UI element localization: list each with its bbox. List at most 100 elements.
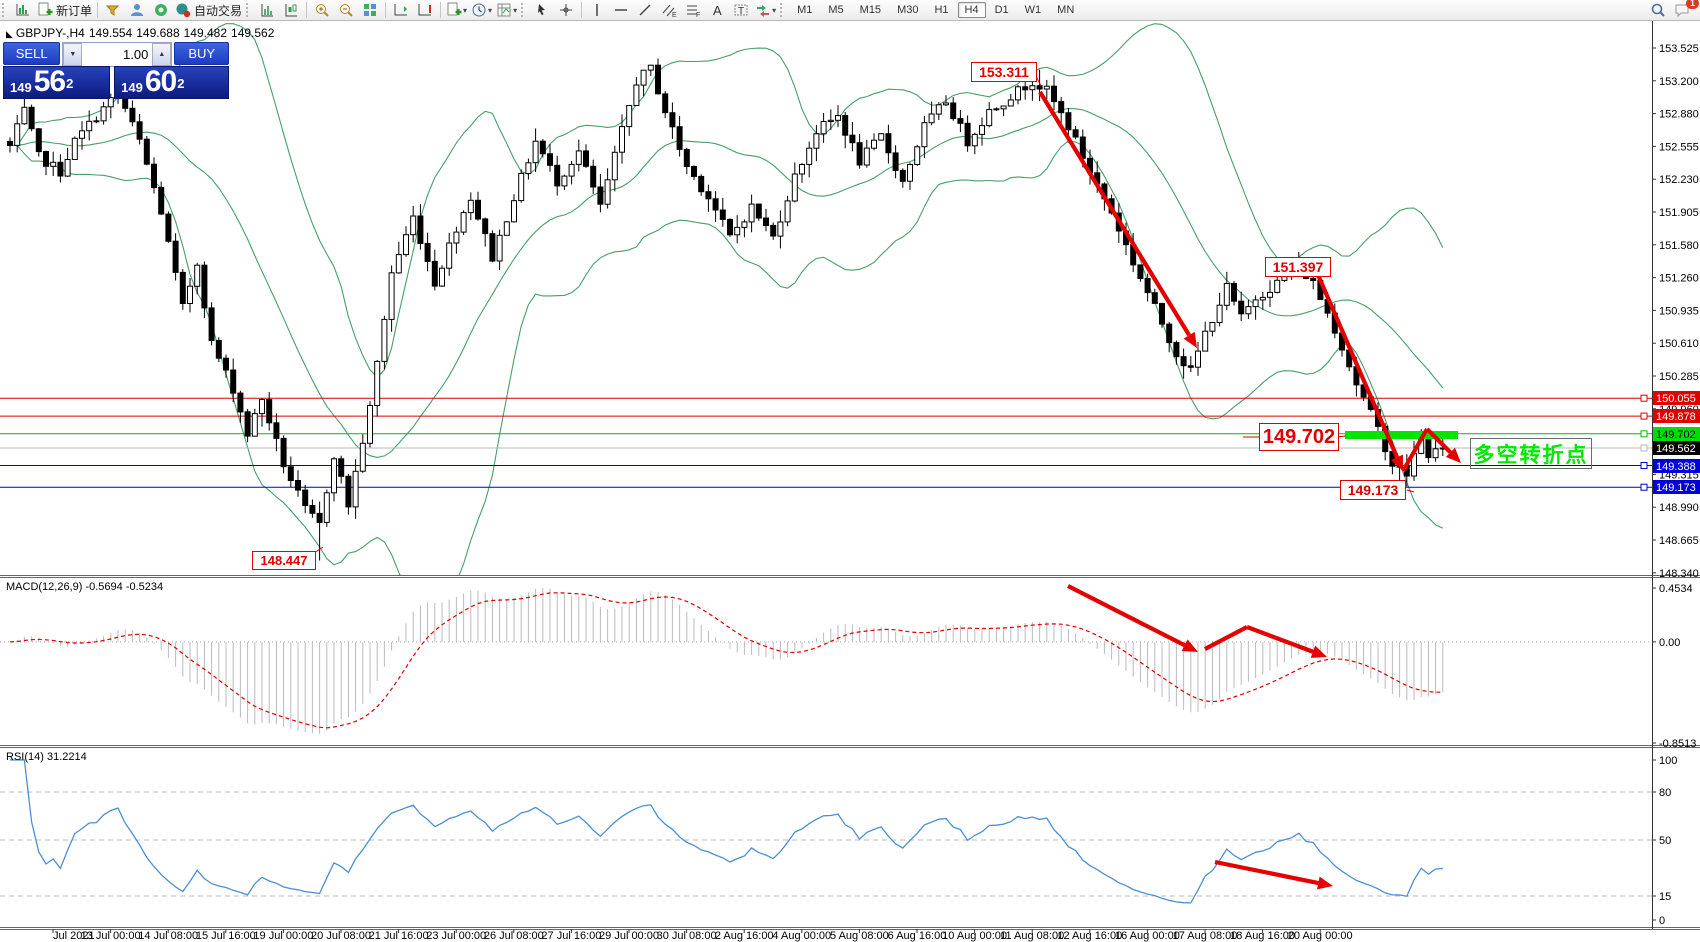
text-label-icon[interactable]: T (729, 0, 753, 20)
svg-text:10 Aug 00:00: 10 Aug 00:00 (942, 930, 1007, 942)
svg-text:148.340: 148.340 (1659, 568, 1699, 580)
macd-histogram (16, 587, 1444, 734)
svg-text:4 Aug 00:00: 4 Aug 00:00 (772, 930, 831, 942)
volume-decrease-button[interactable]: ▼ (63, 43, 83, 66)
sell-button[interactable]: SELL (3, 42, 61, 65)
zoom-in-icon[interactable] (310, 0, 334, 20)
new-order-button[interactable]: 新订单 (35, 0, 94, 20)
add-indicator-button[interactable]: ▾ (444, 0, 469, 20)
buy-price[interactable]: 149 60 2 (114, 66, 229, 99)
close-value: 149.562 (231, 26, 275, 40)
timeframe-m5-button[interactable]: M5 (828, 4, 844, 16)
shift-marker-icon: ◣ (6, 29, 13, 39)
svg-text:153.525: 153.525 (1659, 43, 1699, 55)
fibonacci-icon[interactable]: F (681, 0, 705, 20)
price-annotation[interactable]: 149.173 (1340, 480, 1406, 500)
svg-text:E: E (672, 12, 677, 18)
zoom-out-icon[interactable] (334, 0, 358, 20)
svg-text:152.880: 152.880 (1659, 109, 1699, 121)
price-tag: 149.173 (1653, 480, 1700, 494)
trend-arrows[interactable] (313, 71, 1461, 890)
auto-trading-button[interactable]: 自动交易 (173, 0, 244, 20)
price-tag: 149.562 (1653, 441, 1700, 455)
chat-button[interactable]: 1 (1670, 0, 1699, 20)
svg-text:12 Aug 16:00: 12 Aug 16:00 (1057, 930, 1122, 942)
candlestick-chart-icon[interactable] (279, 0, 303, 20)
svg-text:50: 50 (1659, 835, 1671, 847)
price-annotation[interactable]: 151.397 (1265, 257, 1331, 277)
buy-button[interactable]: BUY (174, 42, 229, 65)
timeframe-m15-button[interactable]: M15 (859, 4, 882, 16)
svg-text:A: A (713, 3, 722, 18)
bollinger-middle-band (10, 107, 1444, 458)
timeframe-m1-button[interactable]: M1 (797, 4, 813, 16)
toolbar-separator (440, 2, 442, 18)
timeframe-w1-button[interactable]: W1 (1024, 4, 1042, 16)
price-tag: 149.702 (1653, 427, 1700, 441)
vertical-line-icon[interactable] (585, 0, 609, 20)
metaeditor-icon[interactable] (101, 0, 125, 20)
macd-label: MACD(12,26,9) -0.5694 -0.5234 (6, 581, 163, 593)
svg-text:150.935: 150.935 (1659, 305, 1699, 317)
level-handle[interactable] (1640, 430, 1648, 438)
timeframe-m30-button[interactable]: M30 (897, 4, 919, 16)
trendline-icon[interactable] (633, 0, 657, 20)
cursor-icon[interactable] (530, 0, 554, 20)
svg-text:148.665: 148.665 (1659, 535, 1699, 547)
level-handle[interactable] (1640, 444, 1648, 452)
level-handle[interactable] (1640, 483, 1648, 491)
bar-chart-icon[interactable] (255, 0, 279, 20)
templates-button[interactable]: ▾ (494, 0, 519, 20)
timeframe-h1-button[interactable]: H1 (934, 4, 949, 16)
svg-text:100: 100 (1659, 755, 1677, 767)
timeframe-h4-button[interactable]: H4 (957, 2, 986, 18)
timeframe-mn-button[interactable]: MN (1057, 4, 1075, 16)
svg-text:151.905: 151.905 (1659, 207, 1699, 219)
level-handle[interactable] (1640, 412, 1648, 420)
level-handle[interactable] (1640, 462, 1648, 470)
buy-price-pips: 60 (144, 65, 177, 98)
price-annotation[interactable]: 153.311 (971, 62, 1037, 82)
chart-icon[interactable] (11, 0, 35, 20)
svg-text:150.055: 150.055 (1656, 393, 1696, 405)
volume-increase-button[interactable]: ▲ (152, 43, 172, 66)
toolbar-grip (780, 3, 787, 17)
open-value: 149.554 (88, 26, 133, 40)
svg-text:29 Jul 00:00: 29 Jul 00:00 (599, 930, 659, 942)
timeframe-d1-button[interactable]: D1 (994, 4, 1009, 16)
chevron-down-icon: ▾ (463, 5, 468, 15)
sell-price-base: 149 (10, 80, 32, 95)
volume-input[interactable] (82, 43, 153, 66)
turning-point-zone[interactable] (1345, 431, 1458, 439)
periods-button[interactable]: ▾ (469, 0, 494, 20)
svg-text:0.00: 0.00 (1659, 637, 1680, 649)
sell-price[interactable]: 149 56 2 (3, 66, 111, 99)
price-annotation[interactable]: 149.702 (1259, 423, 1339, 451)
svg-text:-0.8513: -0.8513 (1659, 738, 1696, 750)
buy-price-base: 149 (121, 80, 143, 95)
new-order-label: 新订单 (56, 3, 93, 18)
chart-shift-icon[interactable] (389, 0, 413, 20)
chart-autoscroll-icon[interactable] (413, 0, 437, 20)
signals-icon[interactable] (149, 0, 173, 20)
search-icon[interactable] (1646, 0, 1670, 20)
horizontal-line-icon[interactable] (609, 0, 633, 20)
crosshair-icon[interactable] (554, 0, 578, 20)
toolbar-separator (385, 2, 387, 18)
price-annotation[interactable]: 148.447 (252, 551, 316, 570)
text-icon[interactable]: A (705, 0, 729, 20)
svg-text:5 Aug 08:00: 5 Aug 08:00 (830, 930, 889, 942)
level-handle[interactable] (1640, 394, 1648, 402)
bollinger-upper-band (10, 23, 1444, 379)
svg-text:17 Aug 08:00: 17 Aug 08:00 (1173, 930, 1238, 942)
toolbar: 新订单 自动交易 ▾ ▾ ▾ E F A T ▾ M1 M5 M15 M30 H1 H4 D1 W1 MN 1 (0, 0, 1700, 21)
channel-icon[interactable]: E (657, 0, 681, 20)
community-icon[interactable] (125, 0, 149, 20)
arrows-button[interactable]: ▾ (753, 0, 778, 20)
price-tag: 149.388 (1653, 459, 1700, 473)
price-tag: 149.878 (1653, 409, 1700, 423)
svg-text:20 Aug 00:00: 20 Aug 00:00 (1288, 930, 1353, 942)
tile-windows-icon[interactable] (358, 0, 382, 20)
turning-point-note[interactable]: 多空转折点 (1470, 438, 1592, 469)
